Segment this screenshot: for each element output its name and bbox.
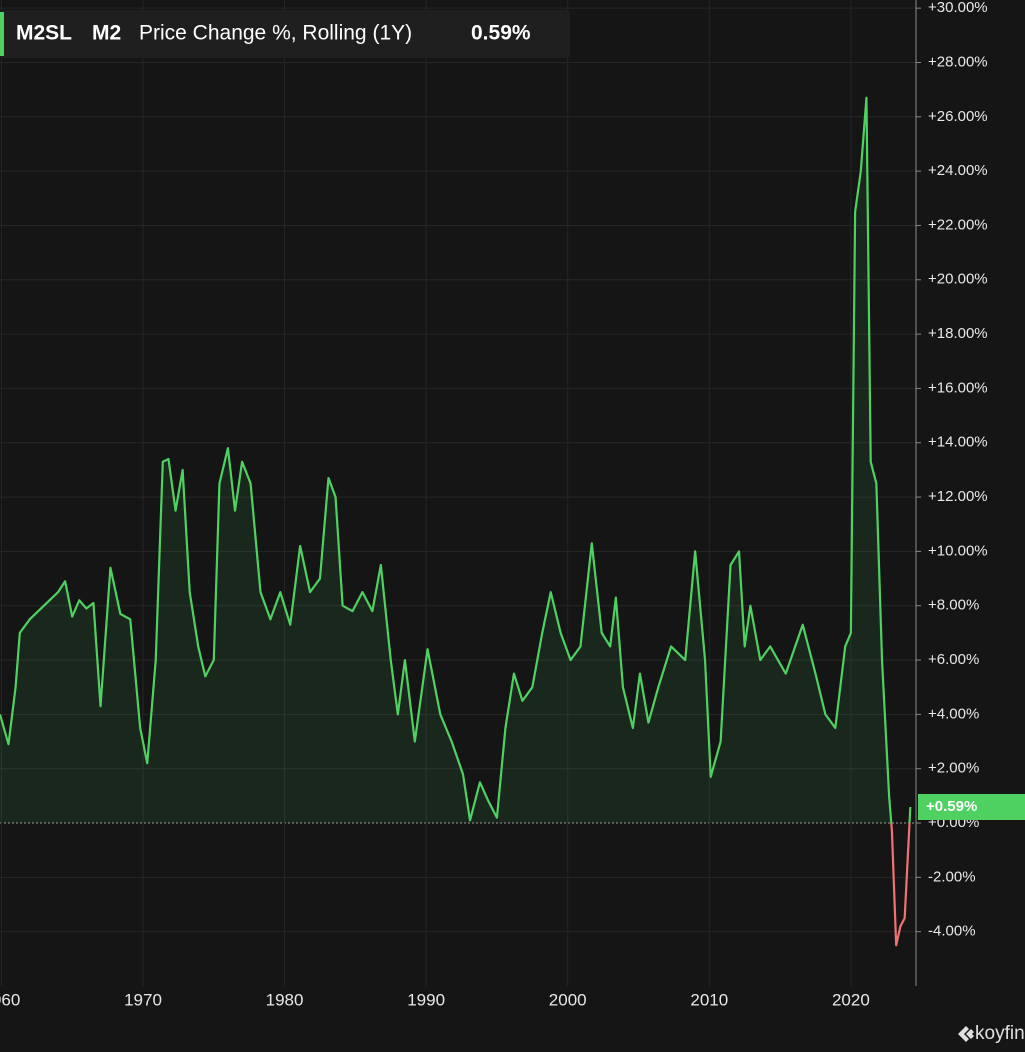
y-tick-label: +24.00% bbox=[928, 162, 988, 179]
x-tick-label: 2010 bbox=[690, 990, 728, 1009]
y-tick-label: +4.00% bbox=[928, 705, 979, 722]
y-tick-label: +10.00% bbox=[928, 542, 988, 559]
series-name: M2 bbox=[92, 22, 121, 45]
x-tick-label: 1960 bbox=[0, 990, 20, 1009]
x-tick-label: 2000 bbox=[549, 990, 587, 1009]
y-tick-label: +18.00% bbox=[928, 325, 988, 342]
watermark: koyfin bbox=[975, 1023, 1025, 1044]
y-tick-label: +12.00% bbox=[928, 488, 988, 505]
y-tick-label: +6.00% bbox=[928, 651, 979, 668]
plot bbox=[0, 96, 912, 947]
y-tick-label: +26.00% bbox=[928, 108, 988, 125]
y-tick-label: +20.00% bbox=[928, 271, 988, 288]
y-tick-label: -4.00% bbox=[928, 923, 976, 940]
header-accent bbox=[0, 12, 4, 56]
grid bbox=[0, 0, 916, 986]
y-tick-label: +8.00% bbox=[928, 597, 979, 614]
area bbox=[0, 97, 911, 824]
line bbox=[0, 96, 912, 947]
y-tick-label: -2.00% bbox=[928, 868, 976, 885]
metric: Price Change %, Rolling (1Y) bbox=[139, 22, 412, 45]
y-tick-label: +28.00% bbox=[928, 53, 988, 70]
last-value: 0.59% bbox=[471, 22, 531, 45]
y-tick-label: +30.00% bbox=[928, 0, 988, 16]
y-tick-label: +22.00% bbox=[928, 216, 988, 233]
y-tick-label: +16.00% bbox=[928, 379, 988, 396]
last-value-label: +0.59% bbox=[926, 798, 977, 815]
header: M2SL M2 Price Change %, Rolling (1Y) 0.5… bbox=[0, 10, 570, 58]
last-value-badge bbox=[918, 793, 1025, 820]
y-tick-label: +14.00% bbox=[928, 434, 988, 451]
x-tick-label: 1980 bbox=[266, 990, 304, 1009]
x-tick-label: 1970 bbox=[124, 990, 162, 1009]
x-tick-label: 1990 bbox=[407, 990, 445, 1009]
watermark-logo bbox=[958, 1026, 974, 1042]
x-tick-label: 2020 bbox=[832, 990, 870, 1009]
y-tick-label: +2.00% bbox=[928, 760, 979, 777]
ticker: M2SL bbox=[16, 22, 72, 45]
header-box bbox=[0, 10, 570, 58]
